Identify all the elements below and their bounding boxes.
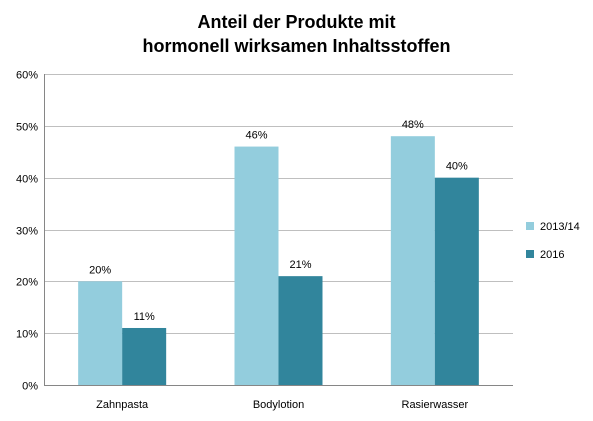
bar-zahnpasta-series-1 xyxy=(78,281,123,385)
data-label: 48% xyxy=(402,119,424,131)
y-tick-label: 50% xyxy=(16,122,38,134)
legend-label: 2013/14 xyxy=(540,221,580,233)
data-labels: 20% 11% 46% 21% 48% 40% xyxy=(89,119,468,323)
y-tick-label: 0% xyxy=(22,381,38,393)
bars xyxy=(78,136,479,385)
chart-title-line-1: Anteil der Produkte mit xyxy=(197,12,396,32)
y-tick-label: 10% xyxy=(16,329,38,341)
data-label: 46% xyxy=(245,130,267,142)
x-tick-label: Bodylotion xyxy=(253,399,304,411)
data-label: 20% xyxy=(89,264,111,276)
legend: 2013/14 2016 xyxy=(526,221,580,261)
y-axis-tick-labels: 0% 10% 20% 30% 40% 50% 60% xyxy=(16,70,38,393)
x-tick-label: Rasierwasser xyxy=(402,399,469,411)
bar-bodylotion-series-2 xyxy=(278,276,323,385)
bar-rasierwasser-series-2 xyxy=(434,177,479,385)
bar-rasierwasser-series-1 xyxy=(390,136,435,385)
y-tick-label: 30% xyxy=(16,226,38,238)
data-label: 11% xyxy=(134,311,155,323)
bar-bodylotion-series-1 xyxy=(234,146,279,385)
x-axis-tick-labels: Zahnpasta Bodylotion Rasierwasser xyxy=(96,399,468,411)
bar-zahnpasta-series-2 xyxy=(122,327,167,385)
y-tick-label: 40% xyxy=(16,174,38,186)
y-tick-label: 60% xyxy=(16,70,38,82)
x-tick-label: Zahnpasta xyxy=(96,399,149,411)
chart-title: Anteil der Produkte mit hormonell wirksa… xyxy=(0,10,593,58)
legend-label: 2016 xyxy=(540,249,564,261)
data-label: 40% xyxy=(446,161,468,173)
y-tick-label: 20% xyxy=(16,277,38,289)
legend-swatch xyxy=(526,222,534,230)
data-label: 21% xyxy=(289,259,311,271)
chart-title-line-2: hormonell wirksamen Inhaltsstoffen xyxy=(142,36,451,56)
legend-swatch xyxy=(526,250,534,258)
